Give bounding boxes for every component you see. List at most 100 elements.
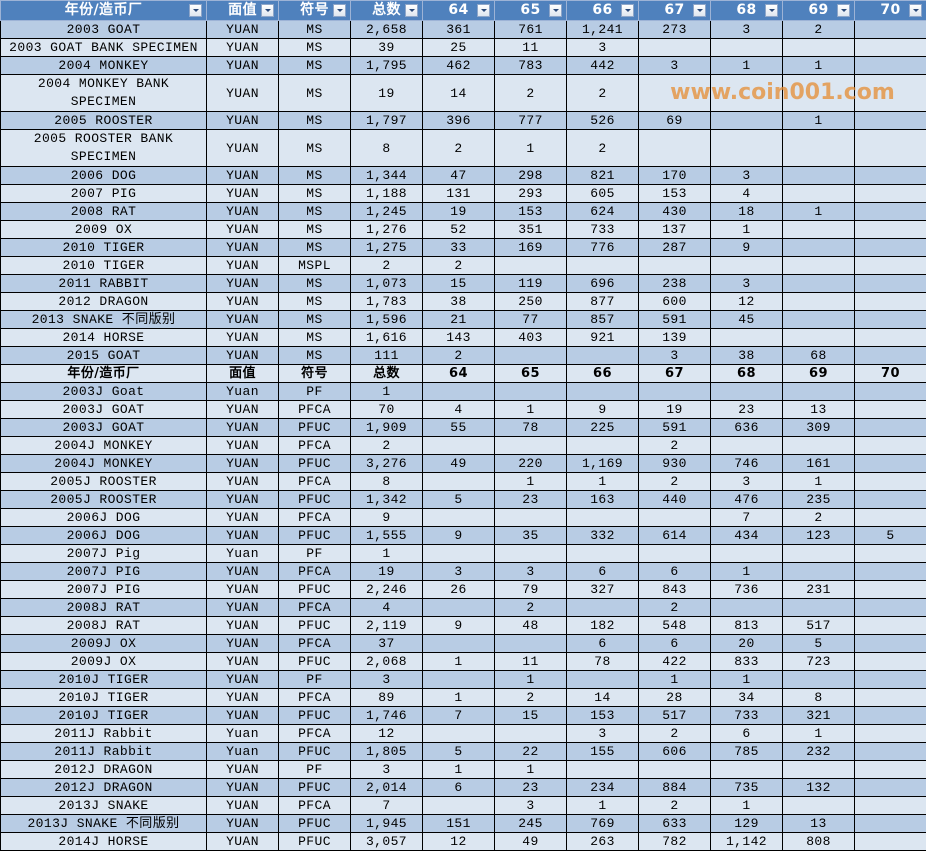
cell-denomination[interactable]: YUAN [207, 167, 279, 185]
cell-denomination[interactable]: YUAN [207, 815, 279, 833]
cell-g69[interactable] [783, 239, 855, 257]
cell-name[interactable]: 2011 RABBIT [1, 275, 207, 293]
cell-g64[interactable]: 2 [423, 257, 495, 275]
cell-g66[interactable]: 877 [567, 293, 639, 311]
cell-g67[interactable]: 238 [639, 275, 711, 293]
cell-g68[interactable] [711, 329, 783, 347]
filter-dropdown-icon[interactable] [189, 4, 202, 17]
cell-grade-symbol[interactable]: PFCA [279, 725, 351, 743]
cell-name[interactable]: 2013J SNAKE [1, 797, 207, 815]
cell-g66[interactable]: 605 [567, 185, 639, 203]
cell-denomination[interactable]: YUAN [207, 473, 279, 491]
cell-grade-symbol[interactable]: MS [279, 221, 351, 239]
cell-denomination[interactable]: YUAN [207, 347, 279, 365]
cell-g67[interactable]: 2 [639, 797, 711, 815]
cell-denomination[interactable]: YUAN [207, 130, 279, 167]
cell-g64[interactable] [423, 545, 495, 563]
cell-g67[interactable]: 3 [639, 347, 711, 365]
cell-grade-symbol[interactable]: MS [279, 239, 351, 257]
cell-g67[interactable]: 440 [639, 491, 711, 509]
cell-g66[interactable]: 155 [567, 743, 639, 761]
cell-grade-symbol[interactable]: PF [279, 545, 351, 563]
cell-g64[interactable] [423, 383, 495, 401]
cell-grade-symbol[interactable]: MS [279, 275, 351, 293]
cell-g70[interactable] [855, 761, 926, 779]
cell-total[interactable]: 19 [351, 563, 423, 581]
cell-name[interactable]: 2012J DRAGON [1, 761, 207, 779]
cell-denomination[interactable]: YUAN [207, 221, 279, 239]
cell-g70[interactable] [855, 491, 926, 509]
cell-grade-symbol[interactable]: MS [279, 203, 351, 221]
cell-g66[interactable]: 332 [567, 527, 639, 545]
cell-grade-symbol[interactable]: MS [279, 311, 351, 329]
cell-g67[interactable]: 6 [639, 635, 711, 653]
cell-g65[interactable]: 1 [495, 130, 567, 167]
cell-name[interactable]: 2003 GOAT [1, 21, 207, 39]
cell-g68[interactable]: 476 [711, 491, 783, 509]
cell-g68[interactable]: 3 [711, 21, 783, 39]
cell-g65[interactable]: 293 [495, 185, 567, 203]
cell-g64[interactable]: 15 [423, 275, 495, 293]
cell-grade-symbol[interactable]: PFCA [279, 797, 351, 815]
cell-g66[interactable]: 821 [567, 167, 639, 185]
cell-g69[interactable] [783, 75, 855, 112]
cell-total[interactable]: 70 [351, 401, 423, 419]
cell-g65[interactable]: 2 [495, 689, 567, 707]
cell-g64[interactable]: 9 [423, 527, 495, 545]
cell-g69[interactable]: 1 [783, 203, 855, 221]
filter-dropdown-icon[interactable] [765, 4, 778, 17]
cell-denomination[interactable]: YUAN [207, 203, 279, 221]
cell-g64[interactable] [423, 473, 495, 491]
cell-g68[interactable]: 3 [711, 275, 783, 293]
cell-g68[interactable] [711, 257, 783, 275]
cell-grade-symbol[interactable]: PFCA [279, 563, 351, 581]
cell-g69[interactable]: 517 [783, 617, 855, 635]
cell-g64[interactable]: 3 [423, 563, 495, 581]
cell-grade-symbol[interactable]: PF [279, 761, 351, 779]
cell-g68[interactable]: 1 [711, 671, 783, 689]
cell-g65[interactable]: 11 [495, 39, 567, 57]
cell-g65[interactable]: 777 [495, 112, 567, 130]
cell-g69[interactable]: 1 [783, 473, 855, 491]
cell-g70[interactable] [855, 21, 926, 39]
cell-name[interactable]: 2008J RAT [1, 617, 207, 635]
cell-g69[interactable]: 13 [783, 815, 855, 833]
cell-g65[interactable]: 1 [495, 761, 567, 779]
cell-g70[interactable] [855, 581, 926, 599]
cell-g70[interactable] [855, 257, 926, 275]
cell-g69[interactable] [783, 311, 855, 329]
cell-g69[interactable] [783, 293, 855, 311]
cell-g67[interactable]: 2 [639, 473, 711, 491]
cell-total[interactable]: 1,797 [351, 112, 423, 130]
cell-grade-symbol[interactable]: PFCA [279, 401, 351, 419]
cell-grade-symbol[interactable]: PFUC [279, 815, 351, 833]
cell-g65[interactable]: 3 [495, 563, 567, 581]
cell-g66[interactable]: 9 [567, 401, 639, 419]
cell-g64[interactable]: 462 [423, 57, 495, 75]
cell-name[interactable]: 2009J OX [1, 635, 207, 653]
cell-g69[interactable] [783, 761, 855, 779]
cell-g64[interactable] [423, 797, 495, 815]
cell-name[interactable]: 2005 ROOSTER [1, 112, 207, 130]
cell-g67[interactable]: 606 [639, 743, 711, 761]
cell-g69[interactable] [783, 329, 855, 347]
cell-total[interactable]: 1,276 [351, 221, 423, 239]
cell-grade-symbol[interactable]: PF [279, 671, 351, 689]
cell-total[interactable]: 2 [351, 437, 423, 455]
cell-g65[interactable]: 245 [495, 815, 567, 833]
cell-total[interactable]: 1,795 [351, 57, 423, 75]
cell-g68[interactable] [711, 39, 783, 57]
cell-grade-symbol[interactable]: MS [279, 75, 351, 112]
cell-denomination[interactable]: YUAN [207, 797, 279, 815]
cell-g64[interactable]: 9 [423, 617, 495, 635]
cell-name[interactable]: 2006J DOG [1, 509, 207, 527]
cell-g68[interactable]: 12 [711, 293, 783, 311]
cell-g68[interactable]: 636 [711, 419, 783, 437]
cell-g65[interactable]: 35 [495, 527, 567, 545]
cell-total[interactable]: 2,068 [351, 653, 423, 671]
cell-g70[interactable]: 70 [855, 365, 926, 383]
cell-g64[interactable] [423, 671, 495, 689]
cell-grade-symbol[interactable]: PFUC [279, 527, 351, 545]
cell-denomination[interactable]: YUAN [207, 527, 279, 545]
cell-grade-symbol[interactable]: PFUC [279, 743, 351, 761]
